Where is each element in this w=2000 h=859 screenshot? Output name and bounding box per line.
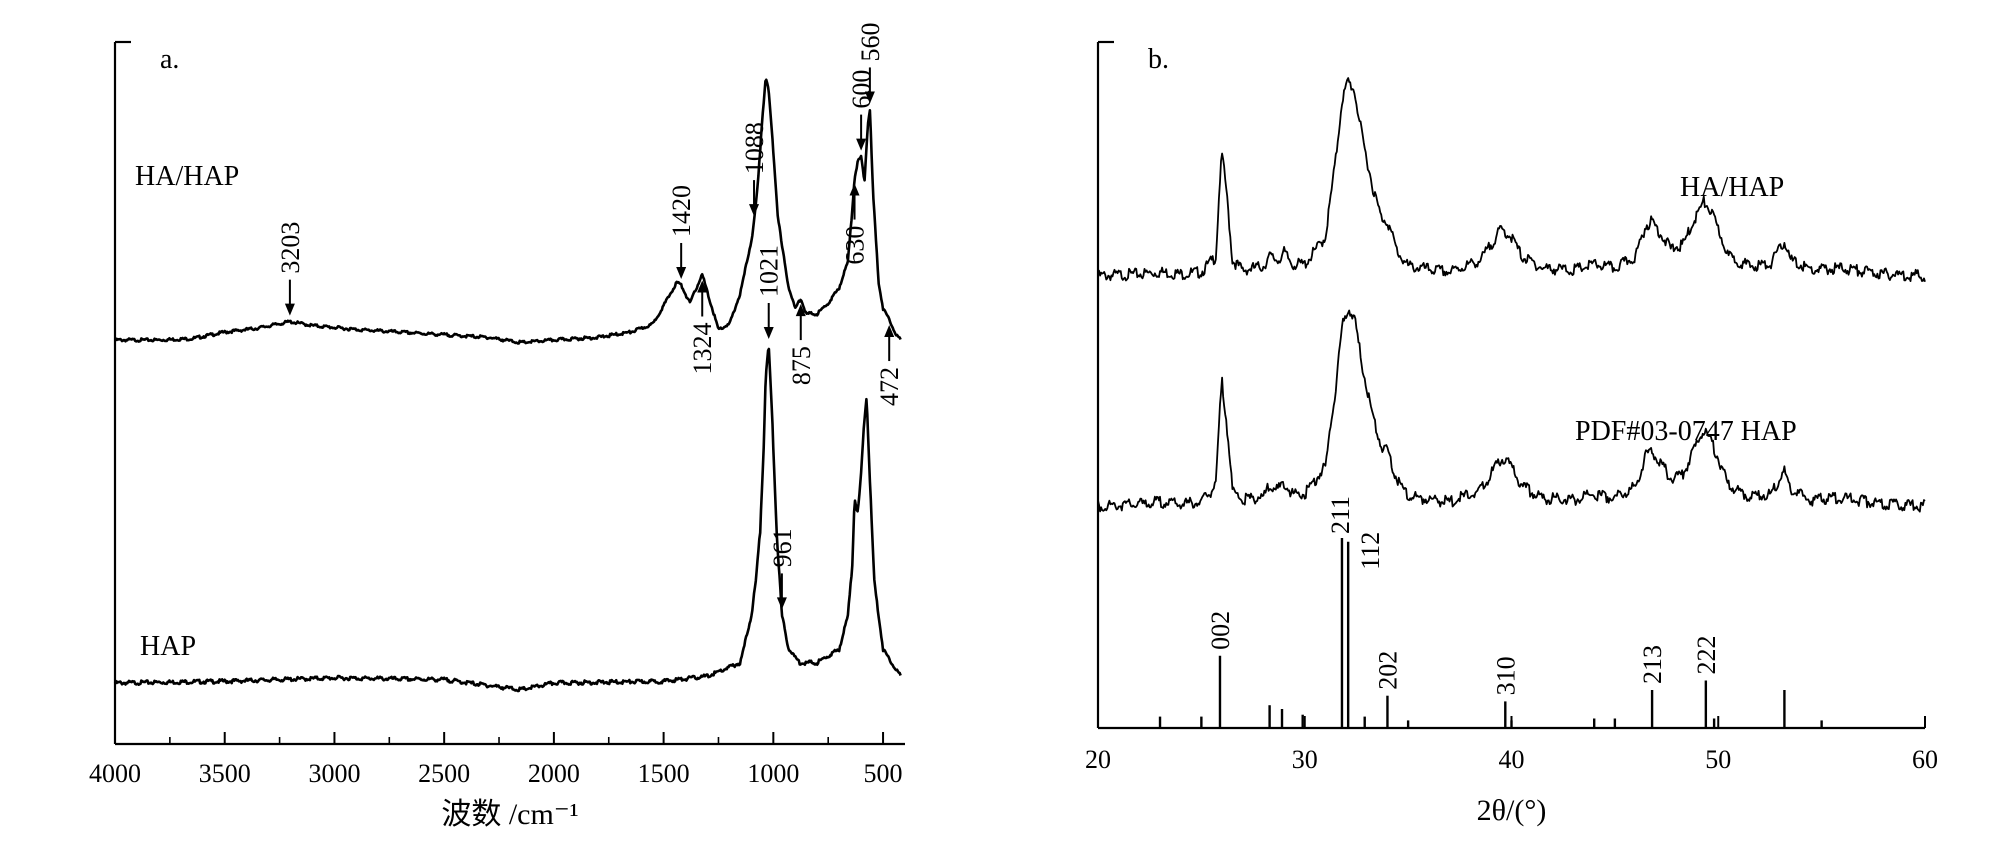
- panel-b-x-tick-label: 20: [1085, 745, 1111, 774]
- panel-a-annotation-label: 630: [841, 226, 870, 265]
- panel-b-x-axis-title: 2θ/(°): [1477, 794, 1547, 827]
- panel-b-series-label: HA/HAP: [1680, 172, 1784, 203]
- panel-a-annotation-arrowhead: [697, 280, 708, 293]
- panel-b-reference-label: 112: [1356, 532, 1385, 570]
- panel-a-x-tick-label: 4000: [89, 759, 141, 788]
- panel-a-annotation-label: 3203: [276, 222, 305, 274]
- panel-a-ftir-chart: 4000 3500 3000 2500 2000 1500 1000 500 波数 /cm⁻¹ a…: [89, 22, 905, 831]
- panel-a-x-tick-label: 2500: [418, 759, 470, 788]
- panel-a-annotation: 1021: [755, 245, 784, 339]
- panel-a-annotation-label: 1021: [755, 245, 784, 297]
- panel-a-annotation: 630: [841, 183, 870, 265]
- panel-a-annotation-label: 1324: [688, 323, 717, 375]
- panel-a-annotation-label: 1088: [740, 122, 769, 174]
- panel-a-annotation: 961: [768, 528, 797, 610]
- panel-b-reference-label: 002: [1206, 611, 1235, 650]
- panel-a-annotation: 1420: [667, 185, 696, 279]
- panel-a-x-axis-title: 波数 /cm⁻¹: [441, 798, 578, 831]
- panel-b-x-tick-label: 60: [1912, 745, 1938, 774]
- panel-a-annotation-label: 875: [787, 346, 816, 385]
- panel-b-reference-label: 310: [1491, 656, 1520, 695]
- panel-b-reference-label: 222: [1692, 636, 1721, 675]
- panel-b-series-line: [1097, 309, 1926, 513]
- panel-a-x-tick-label: 500: [864, 759, 903, 788]
- panel-a-annotation-arrowhead: [776, 597, 787, 610]
- panel-a-annotation-label: 560: [856, 22, 885, 61]
- panel-a-x-tick-label: 1000: [747, 759, 799, 788]
- panel-b-x-tick-label: 30: [1292, 745, 1318, 774]
- panel-a-annotation-arrowhead: [849, 183, 860, 196]
- panel-b-series-line: [1097, 77, 1926, 282]
- panel-a-annotation: 600: [847, 70, 876, 151]
- panel-a-annotation: 560: [856, 22, 885, 104]
- panel-b-reference-label: 213: [1638, 645, 1667, 684]
- panel-a-annotation: 1088: [740, 122, 769, 217]
- panel-a-x-tick-label: 3000: [308, 759, 360, 788]
- panel-a-series-label: HA/HAP: [135, 161, 239, 192]
- panel-a-series-line: [113, 78, 902, 345]
- panel-a-annotation: 472: [875, 325, 904, 406]
- panel-b-series-label: PDF#03-0747 HAP: [1575, 416, 1797, 447]
- panel-a-annotation-arrowhead: [864, 91, 875, 104]
- panel-b-xrd-chart: 20 30 40 50 60 2θ/(°) b. HA/HAP PDF#03-0747 HAP 0…: [1085, 40, 1938, 827]
- panel-b-x-tick-label: 50: [1705, 745, 1731, 774]
- panel-a-label: a.: [160, 44, 179, 75]
- panel-a-series-line: [113, 347, 902, 693]
- panel-a-annotation-label: 600: [847, 70, 876, 109]
- panel-a-annotation-label: 961: [768, 528, 797, 567]
- panel-b-label: b.: [1148, 44, 1169, 75]
- panel-a-annotation-arrowhead: [676, 266, 687, 279]
- panel-a-annotation: 875: [787, 304, 816, 385]
- panel-a-series-label: HAP: [140, 631, 196, 662]
- panel-a-x-tick-label: 1500: [638, 759, 690, 788]
- panel-a-annotation-arrowhead: [284, 303, 295, 316]
- panel-a-x-tick-label: 2000: [528, 759, 580, 788]
- panel-a-annotation: 1324: [688, 280, 717, 375]
- panel-b-reference-label: 202: [1373, 651, 1402, 690]
- panel-a-annotation-arrowhead: [795, 304, 806, 317]
- panel-a-x-tick-label: 3500: [199, 759, 251, 788]
- panel-a-annotation-label: 472: [875, 367, 904, 406]
- panel-a-annotation-arrowhead: [749, 204, 760, 217]
- panel-a-annotation-arrowhead: [884, 325, 895, 338]
- panel-a-annotation-arrowhead: [763, 327, 774, 339]
- panel-b-reference-label: 211: [1326, 496, 1355, 534]
- panel-a-annotation: 3203: [276, 222, 305, 316]
- panel-a-annotation-arrowhead: [856, 138, 867, 151]
- panel-b-x-tick-label: 40: [1499, 745, 1525, 774]
- panel-a-annotation-label: 1420: [667, 185, 696, 237]
